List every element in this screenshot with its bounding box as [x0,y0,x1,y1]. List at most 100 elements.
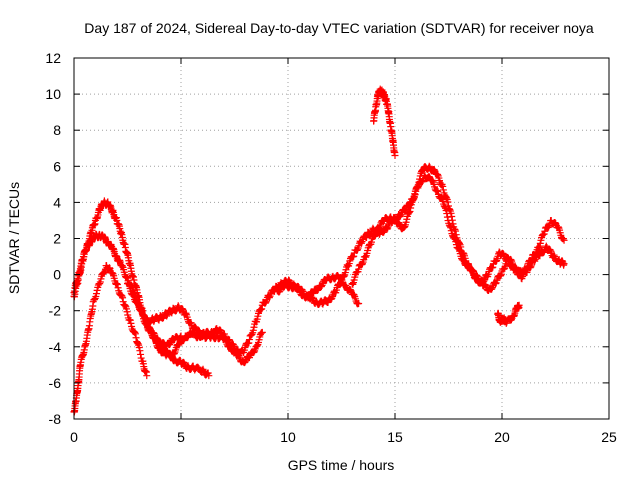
data-point-interp [163,312,171,320]
data-point [113,280,121,288]
y-tick-label: -2 [49,303,62,319]
data-point-interp [127,319,135,327]
series-arc5 [143,302,266,367]
data-point-interp [126,316,134,324]
data-point-interp [129,291,137,299]
data-point-interp [226,342,234,350]
data-point [447,224,455,232]
x-tick-label: 15 [387,429,403,445]
data-point-interp [546,246,554,254]
y-tick-label: 8 [53,122,61,138]
data-point-interp [446,206,454,214]
data-point-interp [559,235,567,243]
data-point-interp [452,227,460,235]
data-point-interp [545,223,553,231]
series-arc8 [370,85,399,159]
data-point-interp [412,187,420,195]
y-tick-label: 0 [53,267,61,283]
data-point-interp [410,195,418,203]
data-point-interp [245,339,253,347]
data-point-interp [336,280,344,288]
data-point-interp [439,186,447,194]
data-point-interp [383,225,391,233]
data-point [406,207,414,215]
x-tick-label: 25 [601,429,617,445]
data-point-interp [124,279,132,287]
data-point-interp [118,262,126,270]
data-point-interp [170,349,178,357]
y-tick-label: 2 [53,231,61,247]
data-point-interp [134,299,142,307]
data-point-interp [195,365,203,373]
data-point-interp [457,243,465,251]
data-point-interp [550,251,558,259]
data-point-interp [542,242,550,250]
data-point-interp [455,239,463,247]
data-point [560,260,568,268]
x-tick-label: 20 [494,429,510,445]
chart-title: Day 187 of 2024, Sidereal Day-to-day VTE… [84,20,594,36]
data-point [515,301,523,309]
data-point-interp [395,219,403,227]
data-point [132,334,140,342]
data-point-interp [114,284,122,292]
data-point-interp [414,182,422,190]
data-point-interp [276,287,284,295]
data-point [143,372,151,380]
x-tick-labels: 0 5 10 15 20 25 [70,429,617,445]
data-point-interp [554,223,562,231]
data-point [541,227,549,235]
data-point-interp [489,263,497,271]
data-point-interp [536,239,544,247]
y-tick-label: 12 [45,50,61,66]
data-point-interp [174,302,182,310]
data-point-interp [439,182,447,190]
data-point-interp [470,267,478,275]
data-point-interp [253,342,261,350]
data-point-interp [121,302,129,310]
data-point-interp [443,213,451,221]
data-point-interp [340,272,348,280]
data-point [258,328,266,336]
data-point-interp [253,315,261,323]
y-tick-labels: -8 -6 -4 -2 0 2 4 6 8 10 12 [45,50,61,427]
data-point-interp [91,295,99,303]
y-tick-label: -4 [49,339,62,355]
data-point-interp [248,330,256,338]
data-point-interp [441,203,449,211]
data-point-interp [433,187,441,195]
data-point-interp [430,166,438,174]
data-point-interp [241,358,249,366]
data-point [502,319,510,327]
data-point [245,336,253,344]
data-point-interp [179,305,187,313]
data-point [175,341,183,349]
data-point-interp [119,294,127,302]
data-point-interp [337,279,345,287]
data-point-interp [131,330,139,338]
data-point [205,372,213,380]
data-point [425,162,433,170]
data-point-interp [265,294,273,302]
y-tick-label: -8 [49,411,62,427]
data-point-interp [405,208,413,216]
data-point-interp [397,212,405,220]
data-point [560,236,568,244]
y-tick-label: 10 [45,86,61,102]
data-point-interp [258,305,266,313]
data-point-interp [346,286,354,294]
data-point-interp [350,291,358,299]
data-point-interp [192,323,200,331]
data-point [96,280,104,288]
data-point-interp [447,209,455,217]
data-point [355,265,363,273]
data-point-interp [195,327,203,335]
data-point-interp [354,246,362,254]
data-point-interp [92,290,100,298]
x-tick-label: 5 [177,429,185,445]
data-point-interp [150,334,158,342]
data-point-interp [166,340,174,348]
data-point-interp [123,274,131,282]
data-point-interp [100,268,108,276]
